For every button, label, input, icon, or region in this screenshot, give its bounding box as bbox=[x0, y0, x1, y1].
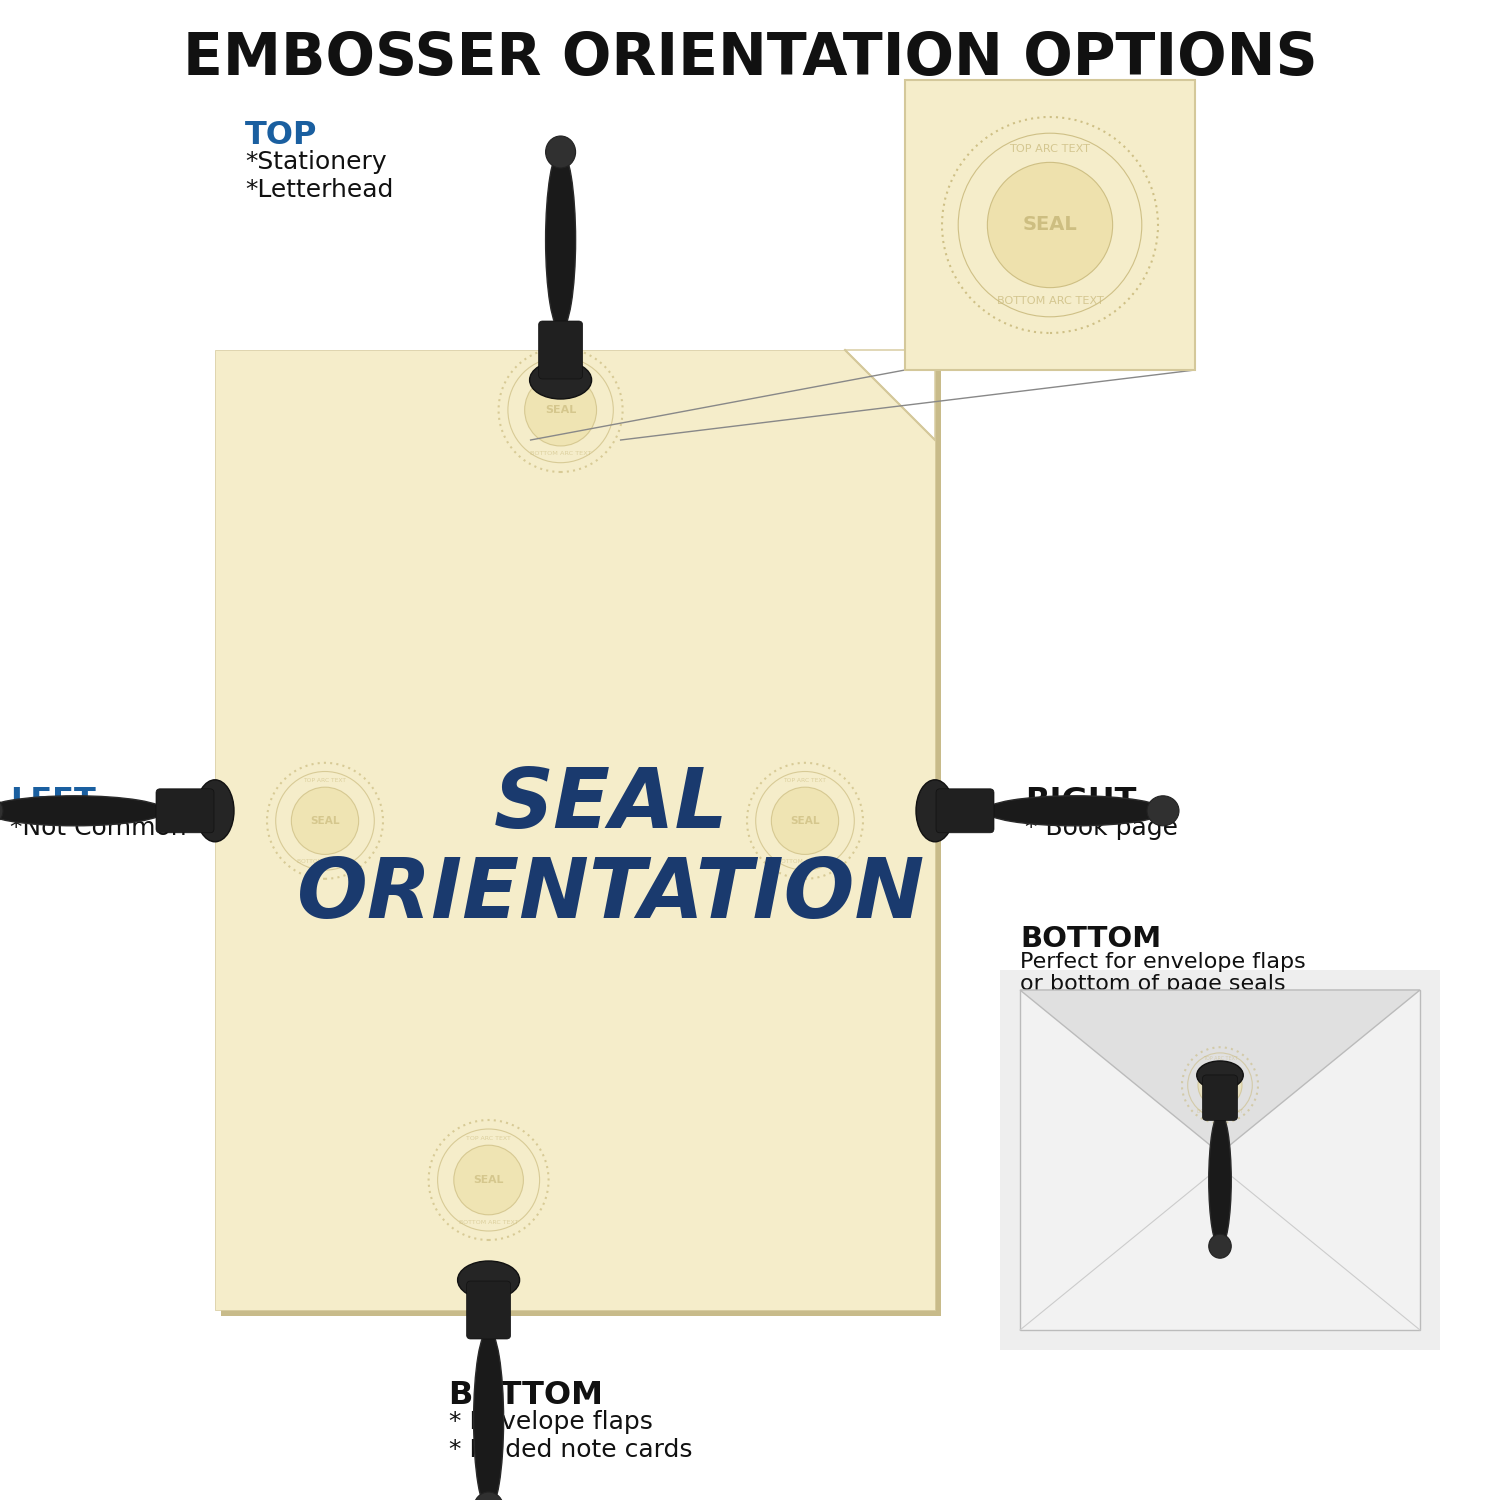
Ellipse shape bbox=[986, 796, 1166, 826]
Ellipse shape bbox=[196, 780, 234, 842]
Text: TOP ARC TEXT: TOP ARC TEXT bbox=[1010, 144, 1090, 154]
Text: SEAL: SEAL bbox=[1023, 216, 1077, 234]
Text: SEAL: SEAL bbox=[310, 816, 340, 827]
Text: TOP ARC TEXT: TOP ARC TEXT bbox=[303, 777, 346, 783]
Text: SEAL: SEAL bbox=[1210, 1082, 1230, 1088]
Text: *Letterhead: *Letterhead bbox=[244, 178, 393, 203]
Text: Perfect for envelope flaps: Perfect for envelope flaps bbox=[1020, 952, 1305, 972]
Ellipse shape bbox=[474, 1330, 504, 1500]
Ellipse shape bbox=[916, 780, 954, 842]
Bar bbox=[1020, 990, 1420, 1330]
Text: SEAL: SEAL bbox=[544, 405, 576, 416]
Ellipse shape bbox=[474, 1492, 504, 1500]
Text: SEAL: SEAL bbox=[790, 816, 820, 827]
Text: EMBOSSER ORIENTATION OPTIONS: EMBOSSER ORIENTATION OPTIONS bbox=[183, 30, 1317, 87]
Text: TOP: TOP bbox=[244, 120, 318, 152]
Polygon shape bbox=[844, 350, 934, 439]
Text: BOTTOM ARC TEXT: BOTTOM ARC TEXT bbox=[530, 452, 591, 456]
Text: or bottom of page seals: or bottom of page seals bbox=[1020, 974, 1286, 994]
Ellipse shape bbox=[1197, 1060, 1243, 1089]
Circle shape bbox=[454, 1144, 524, 1215]
FancyBboxPatch shape bbox=[466, 1281, 510, 1340]
Polygon shape bbox=[1020, 990, 1420, 1154]
Circle shape bbox=[771, 788, 838, 855]
Text: BOTTOM: BOTTOM bbox=[448, 1380, 603, 1411]
Ellipse shape bbox=[1209, 1113, 1231, 1248]
Circle shape bbox=[291, 788, 358, 855]
Text: SEAL: SEAL bbox=[494, 764, 729, 844]
Ellipse shape bbox=[546, 150, 576, 330]
Text: TOP ARC TEXT: TOP ARC TEXT bbox=[537, 364, 584, 369]
Text: LEFT: LEFT bbox=[10, 786, 96, 818]
Ellipse shape bbox=[458, 1262, 519, 1299]
Text: * Envelope flaps: * Envelope flaps bbox=[448, 1410, 652, 1434]
Circle shape bbox=[987, 162, 1113, 288]
Text: * Book page: * Book page bbox=[1024, 816, 1178, 840]
FancyBboxPatch shape bbox=[156, 789, 214, 832]
Text: ORIENTATION: ORIENTATION bbox=[297, 853, 926, 934]
Text: BOTTOM ARC TEXT: BOTTOM ARC TEXT bbox=[297, 859, 354, 864]
Text: BOTTOM: BOTTOM bbox=[1020, 926, 1161, 952]
Ellipse shape bbox=[0, 796, 165, 826]
Text: *Stationery: *Stationery bbox=[244, 150, 387, 174]
Ellipse shape bbox=[1148, 796, 1179, 826]
Text: BOTTOM ARC TEXT: BOTTOM ARC TEXT bbox=[777, 859, 834, 864]
Text: RIGHT: RIGHT bbox=[1024, 786, 1137, 818]
Circle shape bbox=[525, 374, 597, 446]
FancyBboxPatch shape bbox=[936, 789, 994, 832]
Ellipse shape bbox=[1209, 1234, 1231, 1258]
Bar bbox=[214, 350, 934, 1310]
Text: SEAL: SEAL bbox=[474, 1174, 504, 1185]
Text: BOTTOM ARC TEXT: BOTTOM ARC TEXT bbox=[1197, 1110, 1243, 1114]
Text: TOP ARC TEXT: TOP ARC TEXT bbox=[1203, 1056, 1237, 1060]
FancyBboxPatch shape bbox=[1203, 1076, 1237, 1120]
Text: * Folded note cards: * Folded note cards bbox=[448, 1438, 692, 1462]
FancyBboxPatch shape bbox=[538, 321, 582, 380]
Text: *Not Common: *Not Common bbox=[10, 816, 186, 840]
Ellipse shape bbox=[546, 136, 576, 168]
Ellipse shape bbox=[530, 362, 591, 399]
Bar bbox=[220, 356, 940, 1316]
Text: BOTTOM ARC TEXT: BOTTOM ARC TEXT bbox=[459, 1220, 519, 1224]
Text: TOP ARC TEXT: TOP ARC TEXT bbox=[783, 777, 826, 783]
Bar bbox=[904, 80, 1196, 370]
Circle shape bbox=[1198, 1064, 1242, 1107]
Ellipse shape bbox=[0, 796, 3, 826]
Text: BOTTOM ARC TEXT: BOTTOM ARC TEXT bbox=[996, 296, 1104, 306]
Text: TOP ARC TEXT: TOP ARC TEXT bbox=[466, 1136, 512, 1140]
Bar bbox=[1000, 970, 1440, 1350]
